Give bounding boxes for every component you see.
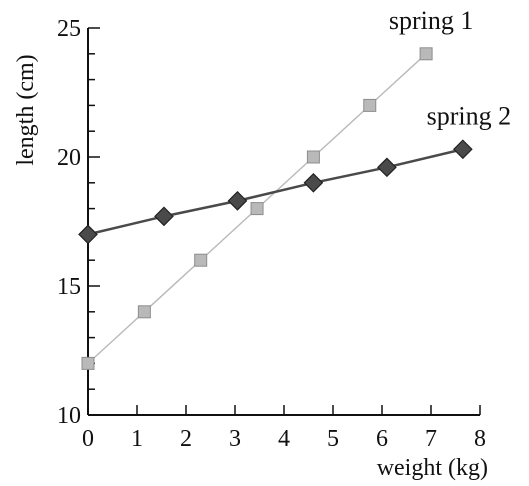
y-axis-title: length (cm) [13, 54, 39, 165]
data-point [81, 356, 95, 370]
data-point [306, 150, 320, 164]
series-label-1: spring 1 [389, 6, 474, 35]
series-layer [78, 47, 473, 370]
y-tick-label: 25 [57, 16, 81, 42]
data-point [137, 305, 151, 319]
labels-layer: weight (kg) length (cm) spring 1 spring 2 [13, 6, 511, 481]
data-point [363, 98, 377, 112]
x-tick-label: 7 [425, 426, 437, 452]
data-point [154, 206, 174, 227]
y-tick-label: 20 [57, 145, 81, 171]
x-tick-label: 0 [82, 426, 94, 452]
data-point [78, 224, 98, 245]
chart-axes: 0 1 2 3 4 5 6 7 8 10 15 20 25 [57, 16, 486, 452]
data-point [250, 202, 264, 216]
y-tick-label: 15 [57, 274, 81, 300]
data-point [377, 157, 397, 178]
x-tick-label: 8 [474, 426, 486, 452]
series-1 [81, 47, 433, 370]
series-2 [78, 139, 473, 245]
x-tick-label: 5 [327, 426, 339, 452]
x-tick-label: 1 [131, 426, 143, 452]
x-tick-label: 2 [180, 426, 192, 452]
x-tick-label: 3 [229, 426, 241, 452]
series-line-2 [87, 148, 464, 236]
data-point [194, 253, 208, 267]
y-tick-label: 10 [57, 403, 81, 429]
x-axis-title: weight (kg) [377, 455, 488, 481]
data-point [303, 172, 324, 193]
series-label-2: spring 2 [427, 101, 512, 130]
data-point [227, 191, 248, 211]
x-tick-label: 4 [278, 426, 290, 452]
x-tick-label: 6 [376, 426, 388, 452]
data-point [453, 139, 473, 160]
data-point [419, 47, 433, 61]
